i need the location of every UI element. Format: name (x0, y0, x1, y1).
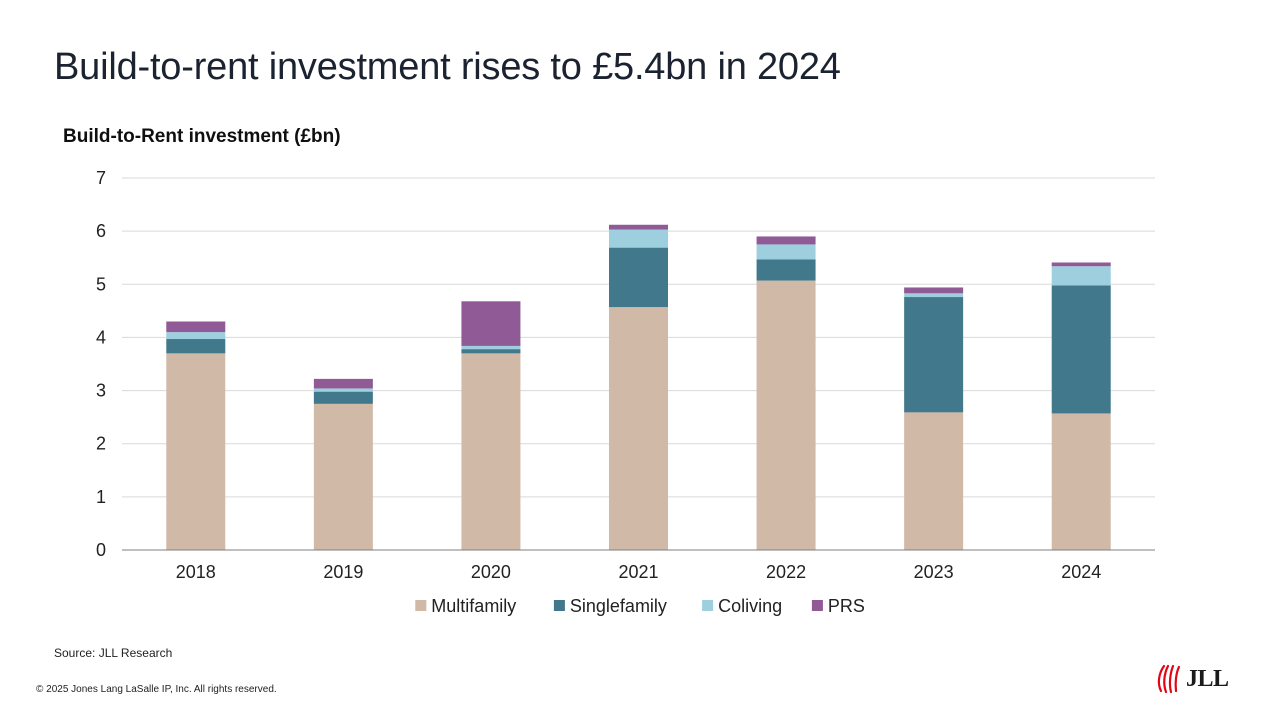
bar-segment-coliving (166, 332, 226, 340)
y-tick-label: 6 (96, 221, 106, 241)
bar-segment-singlefamily (756, 259, 816, 281)
x-tick-label: 2024 (1061, 562, 1101, 582)
bar-segment-multifamily (313, 403, 373, 550)
bar-segment-multifamily (461, 353, 521, 550)
bar-segment-prs (1051, 262, 1111, 267)
y-tick-label: 0 (96, 540, 106, 560)
legend-label: Multifamily (431, 596, 516, 616)
legend-swatch (811, 600, 823, 611)
bar-segment-prs (313, 378, 373, 389)
y-tick-label: 3 (96, 381, 106, 401)
x-tick-label: 2019 (323, 562, 363, 582)
chart-title: Build-to-Rent investment (£bn) (63, 126, 341, 147)
bar-segment-multifamily (904, 412, 964, 550)
legend-swatch (415, 600, 427, 611)
bar-segment-singlefamily (904, 297, 964, 413)
jll-flame-icon (1157, 664, 1181, 694)
bar-segment-singlefamily (1051, 285, 1111, 414)
bar-segment-prs (461, 301, 521, 346)
legend-label: Coliving (718, 596, 782, 616)
bar-segment-singlefamily (461, 349, 521, 354)
bar-segment-multifamily (609, 307, 668, 550)
bar-segment-coliving (904, 293, 964, 298)
bar-segment-multifamily (166, 353, 226, 550)
y-tick-label: 2 (96, 434, 106, 454)
stacked-bar-chart: 0 1 2 3 4 5 6 7 2018 2019 2020 2021 2022 2023 2024 Mult… (96, 168, 1155, 616)
bar-segment-singlefamily (313, 391, 373, 404)
y-tick-label: 5 (96, 274, 106, 294)
x-tick-label: 2021 (618, 562, 658, 582)
legend-swatch (702, 600, 714, 611)
legend-swatch (553, 600, 565, 611)
bar-segment-prs (166, 321, 226, 333)
bar-segment-multifamily (1051, 413, 1111, 550)
y-tick-label: 7 (96, 168, 106, 188)
bar-segment-coliving (461, 345, 521, 350)
x-tick-label: 2023 (914, 562, 954, 582)
legend-label: Singlefamily (570, 596, 667, 616)
bar-segment-coliving (609, 229, 668, 248)
legend-label: PRS (828, 596, 865, 616)
y-tick-label: 4 (96, 327, 106, 347)
x-tick-label: 2018 (176, 562, 216, 582)
bar-segment-coliving (756, 244, 816, 260)
bar-segment-prs (609, 224, 668, 230)
bar-segment-singlefamily (609, 247, 668, 308)
bar-segment-coliving (313, 388, 373, 392)
bar-segment-multifamily (756, 280, 816, 550)
source-note: Source: JLL Research (54, 646, 173, 660)
bar-segment-coliving (1051, 266, 1111, 286)
x-tick-label: 2020 (471, 562, 511, 582)
jll-logo: JLL (1155, 663, 1229, 695)
logo-text: JLL (1186, 665, 1229, 692)
bar-segment-prs (756, 236, 816, 245)
copyright-note: © 2025 Jones Lang LaSalle IP, Inc. All r… (36, 684, 277, 695)
x-tick-label: 2022 (766, 562, 806, 582)
page-title: Build-to-rent investment rises to £5.4bn… (54, 46, 841, 88)
bar-segment-prs (904, 287, 964, 294)
bar-segment-singlefamily (166, 339, 226, 354)
y-tick-label: 1 (96, 487, 106, 507)
